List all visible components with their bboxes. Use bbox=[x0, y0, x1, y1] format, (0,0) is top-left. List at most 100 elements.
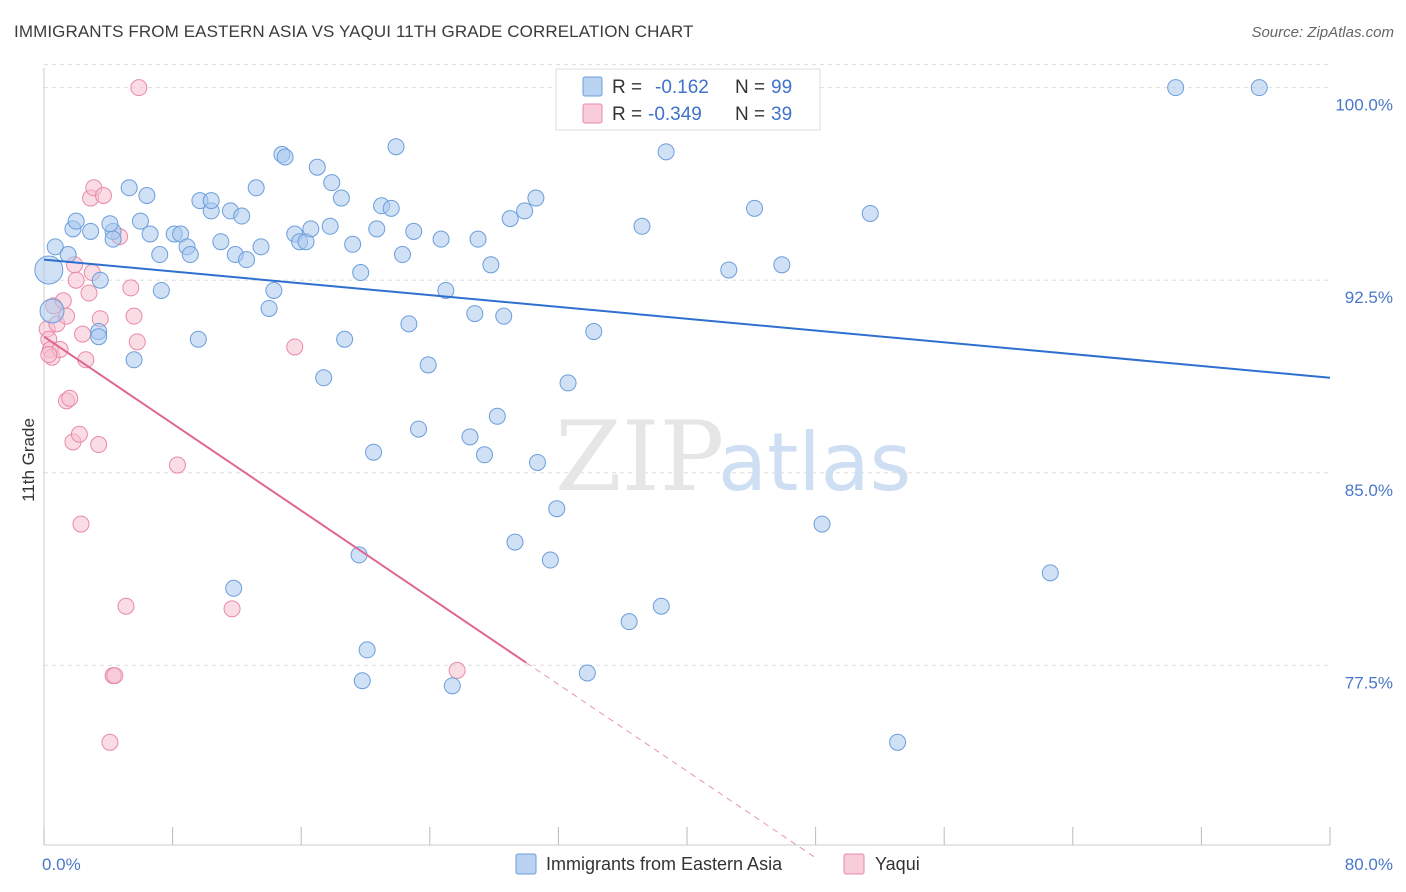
eastern-asia-point bbox=[461, 428, 479, 446]
eastern-asia-point bbox=[315, 369, 333, 387]
grid-lines bbox=[44, 64, 1330, 666]
eastern-asia-point bbox=[302, 220, 320, 238]
eastern-asia-point bbox=[101, 215, 119, 233]
watermark-zip: ZIP bbox=[555, 401, 724, 513]
eastern-asia-point bbox=[238, 251, 256, 269]
x-tick-labels: 0.0% 80.0% bbox=[42, 855, 1393, 874]
eastern-asia-point bbox=[34, 255, 64, 285]
eastern-asia-point bbox=[276, 148, 294, 166]
eastern-asia-point bbox=[469, 230, 487, 248]
eastern-asia-point bbox=[247, 179, 265, 197]
yaqui-point bbox=[128, 333, 146, 351]
eastern-asia-point bbox=[482, 256, 500, 274]
x-tick-label: 0.0% bbox=[42, 855, 81, 874]
yaqui-point bbox=[286, 338, 304, 356]
yaqui-point bbox=[94, 186, 112, 204]
eastern-asia-point bbox=[410, 420, 428, 438]
eastern-asia-point bbox=[585, 323, 603, 341]
eastern-asia-point bbox=[67, 212, 85, 230]
eastern-asia-point bbox=[181, 246, 199, 264]
eastern-asia-point bbox=[252, 238, 270, 256]
legend-r-value: -0.162 bbox=[655, 77, 709, 98]
legend-r-label: R = bbox=[612, 104, 642, 125]
eastern-asia-point bbox=[91, 271, 109, 289]
eastern-asia-point bbox=[405, 222, 423, 240]
yaqui-point bbox=[168, 456, 186, 474]
yaqui-point bbox=[122, 279, 140, 297]
eastern-asia-point bbox=[82, 222, 100, 240]
y-tick-labels: 77.5% 85.0% 92.5% 100.0% bbox=[1335, 96, 1393, 693]
yaqui-point bbox=[106, 667, 124, 685]
legend-n-label: N = bbox=[735, 77, 765, 98]
yaqui-point bbox=[72, 515, 90, 533]
eastern-asia-point bbox=[344, 235, 362, 253]
trend-lines bbox=[43, 258, 1331, 859]
eastern-asia-point bbox=[1041, 564, 1059, 582]
legend-n-label: N = bbox=[735, 104, 765, 125]
legend-swatch-blue bbox=[582, 76, 603, 97]
eastern-asia-point bbox=[358, 641, 376, 659]
eastern-asia-point bbox=[138, 186, 156, 204]
yaqui-point bbox=[117, 597, 135, 615]
eastern-asia-point bbox=[813, 515, 831, 533]
chart-title: IMMIGRANTS FROM EASTERN ASIA VS YAQUI 11… bbox=[14, 22, 694, 41]
eastern-asia-point bbox=[365, 443, 383, 461]
correlation-legend: R = -0.162 N = 99 R = -0.349 N = 39 bbox=[555, 68, 821, 131]
eastern-asia-point bbox=[633, 217, 651, 235]
eastern-asia-point bbox=[620, 613, 638, 631]
legend-label-eastern-asia: Immigrants from Eastern Asia bbox=[546, 854, 783, 874]
eastern-asia-point bbox=[260, 299, 278, 317]
eastern-asia-point bbox=[506, 533, 524, 551]
eastern-asia-point bbox=[225, 579, 243, 597]
yaqui-point bbox=[125, 307, 143, 325]
eastern-asia-point bbox=[443, 677, 461, 695]
eastern-asia-point bbox=[578, 664, 596, 682]
yaqui-point bbox=[67, 271, 85, 289]
eastern-asia-point bbox=[861, 204, 879, 222]
eastern-asia-point bbox=[336, 330, 354, 348]
eastern-asia-point bbox=[475, 446, 493, 464]
yaqui-point bbox=[74, 325, 92, 343]
eastern-asia-point bbox=[104, 230, 122, 248]
eastern-asia-point bbox=[559, 374, 577, 392]
series-legend: Immigrants from Eastern Asia Yaqui bbox=[515, 853, 920, 875]
eastern-asia-trend-line bbox=[43, 258, 1331, 379]
legend-r-label: R = bbox=[612, 77, 642, 98]
eastern-asia-point bbox=[516, 202, 534, 220]
legend-swatch-pink bbox=[582, 103, 603, 124]
yaqui-point bbox=[70, 425, 88, 443]
eastern-asia-point bbox=[90, 328, 108, 346]
eastern-asia-point bbox=[529, 453, 547, 471]
eastern-asia-point bbox=[202, 192, 220, 210]
legend-r-value: -0.349 bbox=[648, 104, 702, 125]
eastern-asia-point bbox=[308, 158, 326, 176]
x-tick-label: 80.0% bbox=[1345, 855, 1393, 874]
y-tick-label: 77.5% bbox=[1345, 673, 1393, 692]
eastern-asia-point bbox=[437, 281, 455, 299]
yaqui-trend-extension bbox=[525, 662, 816, 859]
eastern-asia-point bbox=[131, 212, 149, 230]
source-label: Source: ZipAtlas.com bbox=[1251, 24, 1394, 41]
eastern-asia-point bbox=[352, 264, 370, 282]
yaqui-point bbox=[223, 600, 241, 618]
legend-n-value: 99 bbox=[771, 77, 792, 98]
eastern-asia-point bbox=[495, 307, 513, 325]
eastern-asia-point bbox=[432, 230, 450, 248]
eastern-asia-point bbox=[400, 315, 418, 333]
legend-swatch-eastern-asia bbox=[515, 853, 537, 875]
eastern-asia-point bbox=[212, 233, 230, 251]
eastern-asia-point bbox=[46, 238, 64, 256]
eastern-asia-point bbox=[125, 351, 143, 369]
y-tick-label: 85.0% bbox=[1345, 481, 1393, 500]
eastern-asia-point bbox=[39, 298, 65, 324]
eastern-asia-point bbox=[773, 256, 791, 274]
yaqui-point bbox=[80, 284, 98, 302]
eastern-asia-point bbox=[382, 199, 400, 217]
eastern-asia-point bbox=[746, 199, 764, 217]
watermark-atlas: atlas bbox=[718, 416, 911, 509]
eastern-asia-point bbox=[548, 500, 566, 518]
eastern-asia-point bbox=[332, 189, 350, 207]
eastern-asia-point bbox=[541, 551, 559, 569]
eastern-asia-point bbox=[1250, 79, 1268, 97]
